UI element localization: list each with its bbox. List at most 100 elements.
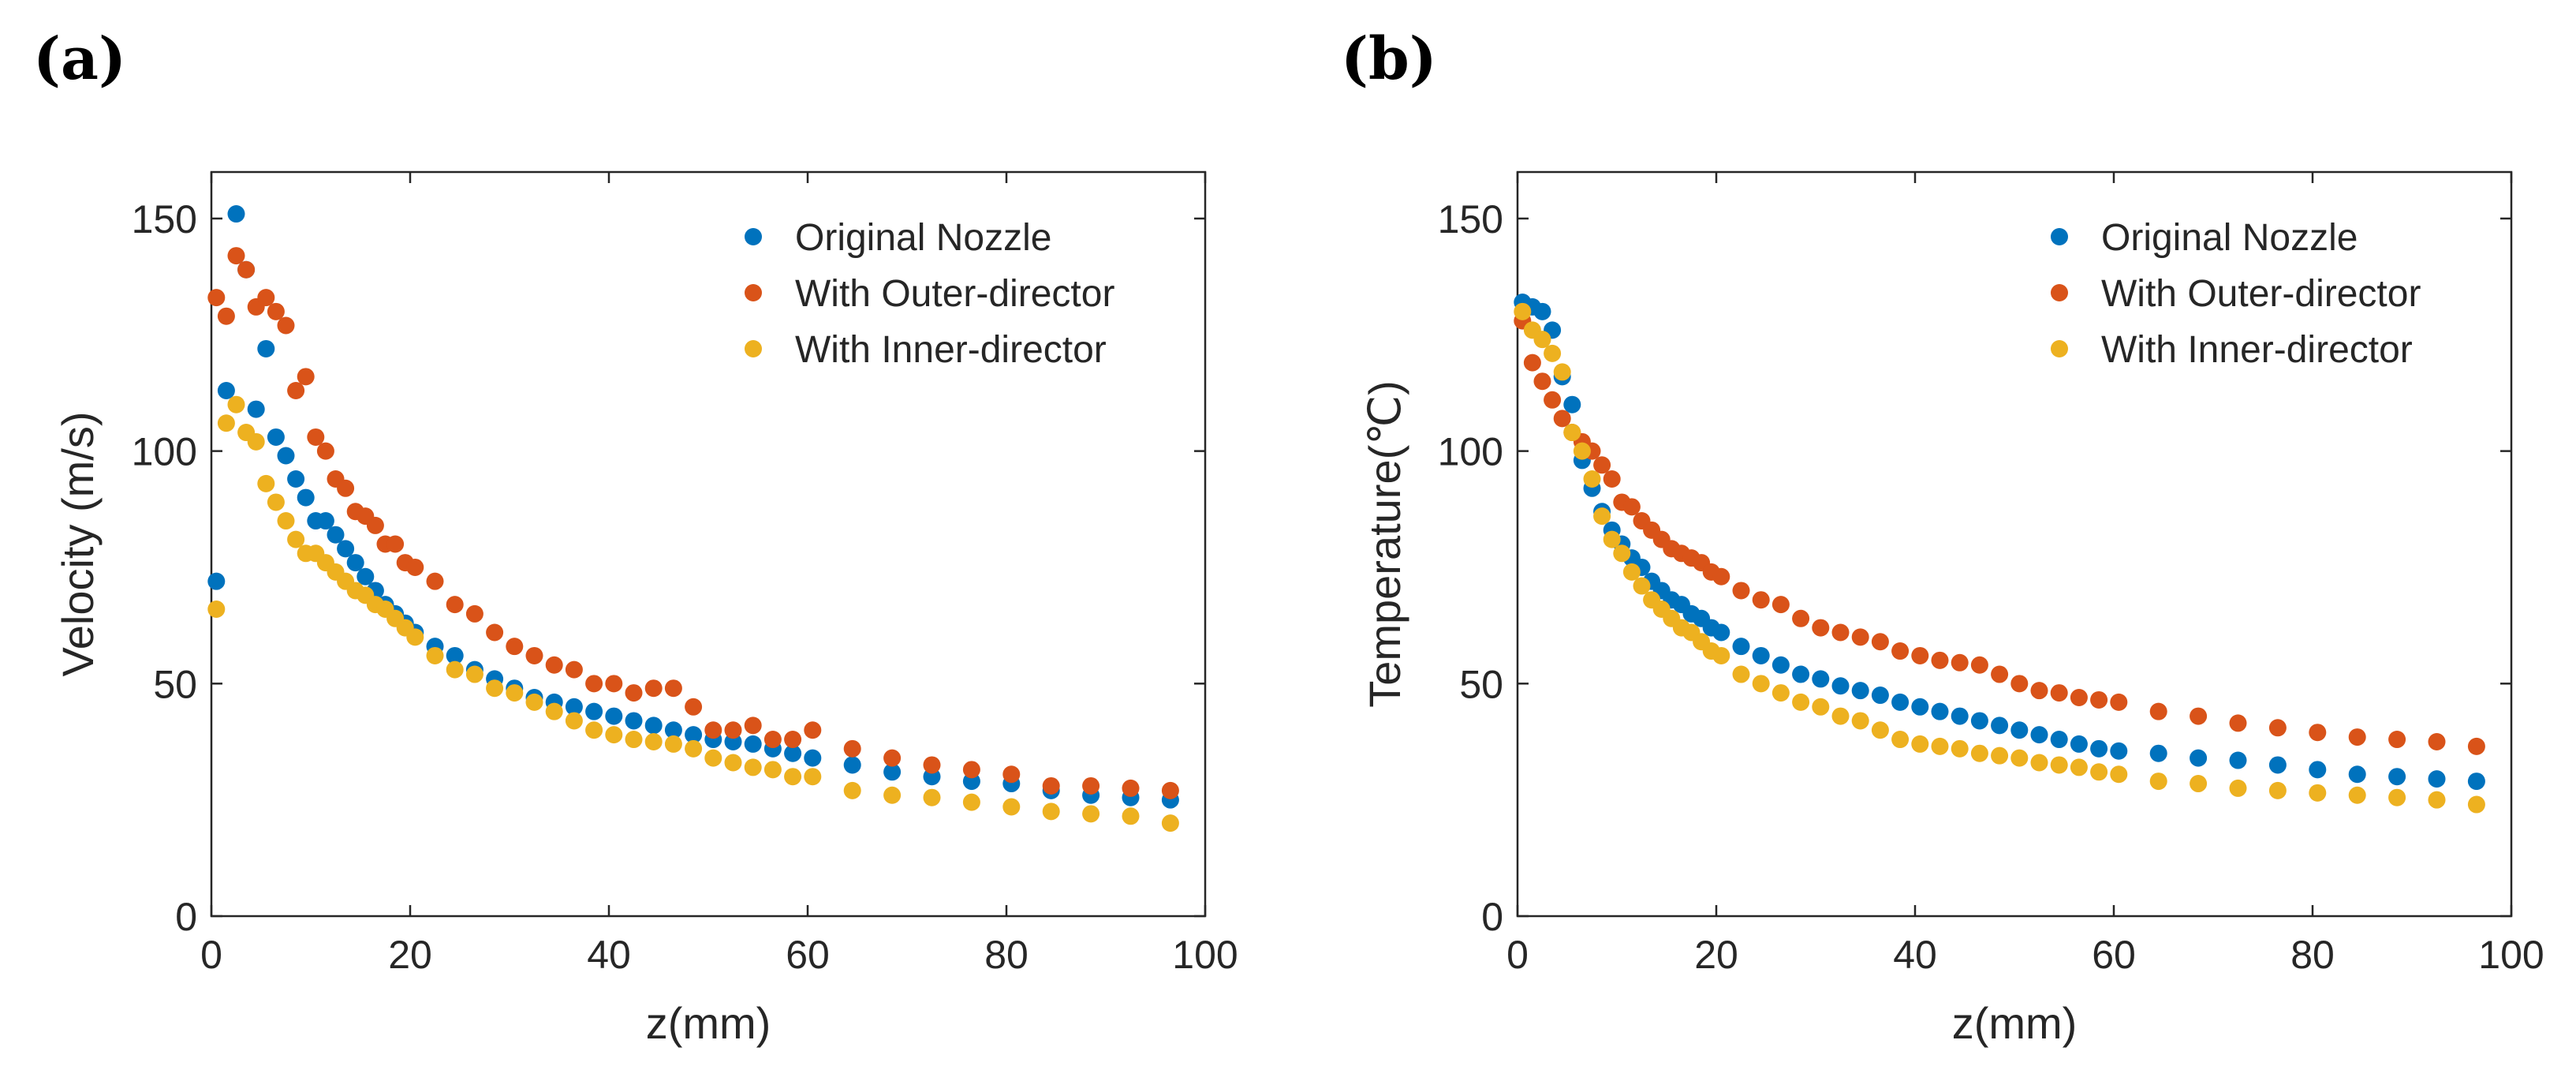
data-point: [2229, 714, 2247, 732]
legend-label: Original Nozzle: [2101, 217, 2358, 259]
data-point: [2348, 765, 2366, 784]
data-point: [2070, 758, 2088, 776]
data-point: [2090, 763, 2108, 781]
x-tick-label: 40: [587, 933, 631, 977]
data-point: [1553, 410, 1571, 428]
data-point: [804, 768, 822, 786]
data-point: [784, 768, 802, 786]
data-point: [2309, 724, 2327, 742]
data-point: [1122, 807, 1140, 825]
series-inner: [207, 395, 1179, 832]
data-point: [2190, 749, 2208, 767]
y-tick-label: 100: [1438, 430, 1503, 474]
axes-box: [210, 170, 1207, 918]
data-point: [207, 289, 226, 307]
data-point: [1970, 712, 1988, 730]
data-point: [1991, 665, 2009, 683]
data-point: [685, 726, 703, 744]
data-point: [1851, 628, 1869, 646]
panel-a: (a) 0 20 40 60 80 100 0 50 100 150 z(mm) Velocity (m…: [33, 25, 1238, 1048]
data-point: [1523, 354, 1541, 372]
data-point: [486, 679, 504, 698]
data-point: [316, 512, 334, 530]
data-point: [2070, 688, 2088, 706]
data-point: [2229, 751, 2247, 769]
data-point: [883, 749, 902, 767]
data-point: [744, 758, 762, 776]
data-point: [307, 428, 325, 446]
data-point: [2110, 693, 2128, 711]
data-point: [1931, 737, 1949, 755]
data-point: [883, 786, 902, 804]
data-point: [1792, 665, 1810, 683]
data-point: [366, 516, 384, 534]
data-point: [486, 623, 504, 642]
legend-label: With Outer-director: [795, 273, 1114, 315]
data-point: [1622, 498, 1641, 516]
panel-label: (b): [1341, 25, 1437, 93]
y-tick-label: 150: [1438, 197, 1503, 241]
data-point: [1042, 803, 1060, 821]
data-point: [585, 702, 603, 720]
data-point: [1533, 372, 1551, 391]
legend-label: With Inner-director: [2101, 329, 2413, 371]
data-point: [644, 732, 663, 750]
data-point: [962, 761, 980, 779]
data-point: [2010, 675, 2029, 693]
data-point: [2110, 765, 2128, 784]
x-tick-label: 0: [200, 933, 222, 977]
data-point: [1891, 731, 1910, 749]
data-point: [2268, 781, 2287, 799]
data-point: [346, 554, 364, 572]
data-point: [1633, 577, 1651, 595]
data-point: [1931, 702, 1949, 720]
data-point: [257, 289, 275, 307]
data-point: [287, 470, 305, 488]
data-point: [1812, 698, 1830, 716]
data-point: [1553, 363, 1571, 381]
data-point: [1752, 675, 1770, 693]
data-point: [724, 754, 742, 772]
data-point: [605, 675, 623, 693]
data-point: [1583, 470, 1601, 488]
legend-label: With Outer-director: [2101, 273, 2421, 315]
data-point: [1911, 735, 1929, 753]
data-point: [1002, 798, 1021, 816]
data-point: [923, 788, 941, 806]
data-point: [1732, 638, 1750, 656]
data-point: [2050, 756, 2068, 774]
data-point: [1851, 682, 1869, 700]
data-point: [1951, 739, 1969, 758]
data-point: [1603, 530, 1621, 548]
data-point: [2050, 684, 2068, 702]
data-point: [843, 756, 861, 774]
data-point: [1613, 544, 1631, 563]
data-point: [2309, 784, 2327, 802]
data-point: [744, 716, 762, 735]
data-point: [2190, 707, 2208, 725]
data-point: [2348, 786, 2366, 804]
data-point: [2110, 742, 2128, 760]
data-point: [1732, 582, 1750, 600]
legend-marker: [2051, 340, 2068, 357]
data-point: [1831, 623, 1850, 642]
data-point: [267, 493, 285, 511]
data-point: [1042, 776, 1060, 795]
data-point: [1891, 693, 1910, 711]
data-point: [1544, 391, 1562, 409]
data-point: [1792, 609, 1810, 627]
data-point: [1871, 721, 1889, 739]
data-point: [1752, 591, 1770, 609]
data-point: [1161, 814, 1179, 832]
data-point: [704, 721, 722, 739]
data-point: [2467, 773, 2485, 791]
data-point: [1082, 776, 1100, 795]
data-point: [843, 739, 861, 758]
x-tick-label: 60: [786, 933, 830, 977]
data-point: [217, 414, 235, 432]
legend-marker: [2051, 284, 2068, 301]
data-point: [406, 558, 424, 576]
data-point: [1712, 646, 1730, 664]
data-point: [465, 604, 483, 623]
